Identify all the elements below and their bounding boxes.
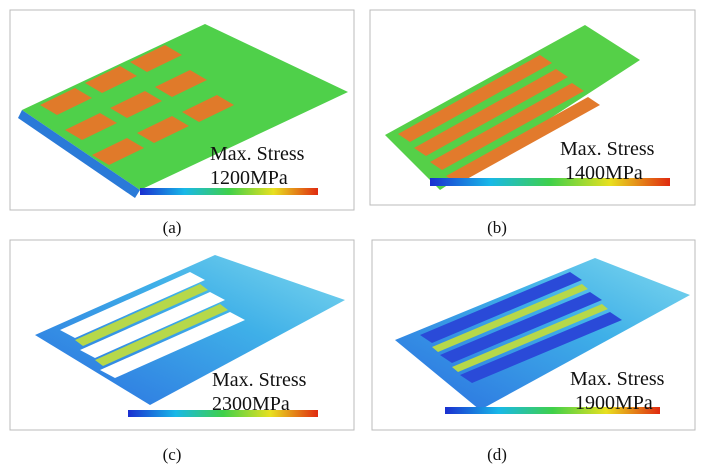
colorbar bbox=[140, 188, 318, 195]
caption: (c) bbox=[163, 445, 182, 464]
stress-label: Max. Stress bbox=[560, 138, 655, 160]
caption: (b) bbox=[487, 218, 507, 237]
stress-value: 2300MPa bbox=[212, 393, 290, 415]
panel-c: Max. Stress 2300MPa (c) bbox=[10, 240, 354, 464]
panel-b: Max. Stress 1400MPa (b) bbox=[370, 10, 695, 237]
stress-label: Max. Stress bbox=[210, 143, 305, 165]
stress-value: 1200MPa bbox=[210, 167, 288, 189]
stress-label: Max. Stress bbox=[212, 369, 307, 391]
panel-d: Max. Stress 1900MPa (d) bbox=[372, 240, 695, 464]
caption: (d) bbox=[487, 445, 507, 464]
caption: (a) bbox=[163, 218, 182, 237]
stress-value: 1400MPa bbox=[565, 162, 643, 184]
panel-a: Max. Stress 1200MPa (a) bbox=[10, 10, 354, 237]
stress-label: Max. Stress bbox=[570, 368, 665, 390]
figure: Max. Stress 1200MPa (a) Max. Stress 1400… bbox=[0, 0, 703, 464]
stress-value: 1900MPa bbox=[575, 392, 653, 414]
